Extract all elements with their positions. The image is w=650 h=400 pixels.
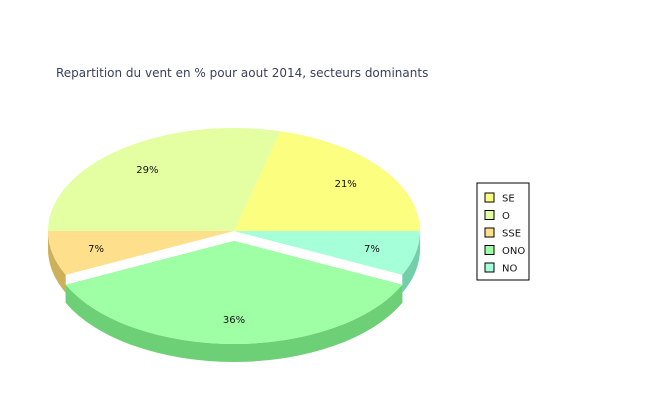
legend-swatch-sse	[484, 227, 495, 238]
slice-label-se: 21%	[335, 179, 357, 190]
slice-side-no	[402, 231, 420, 293]
slice-se	[234, 131, 420, 231]
legend-label-ono: ONO	[502, 246, 525, 257]
pie-slices: 21% 29% 7% 36% 7%	[48, 127, 420, 362]
legend-swatch-ono	[484, 245, 495, 255]
chart-title: Repartition du vent en % pour aout 2014,…	[56, 66, 428, 80]
legend-label-sse: SSE	[502, 229, 521, 240]
slice-o	[48, 127, 281, 231]
slice-side-ono	[65, 284, 403, 362]
slice-label-ono: 36%	[223, 315, 245, 326]
slice-label-sse: 7%	[88, 244, 104, 255]
slice-side-sse	[48, 231, 66, 293]
legend-label-se: SE	[502, 194, 515, 205]
legend-label-no: NO	[502, 264, 517, 275]
legend-swatch-se	[484, 192, 495, 203]
legend-label-o: O	[502, 211, 510, 222]
legend-swatch-no	[484, 262, 495, 273]
legend: SE O SSE ONO NO	[476, 182, 530, 281]
slice-label-no: 7%	[364, 244, 380, 255]
slice-ono	[65, 240, 403, 344]
slice-label-o: 29%	[136, 165, 158, 176]
slice-sse	[48, 231, 234, 275]
slice-no	[234, 231, 420, 275]
legend-swatch-o	[484, 210, 495, 220]
